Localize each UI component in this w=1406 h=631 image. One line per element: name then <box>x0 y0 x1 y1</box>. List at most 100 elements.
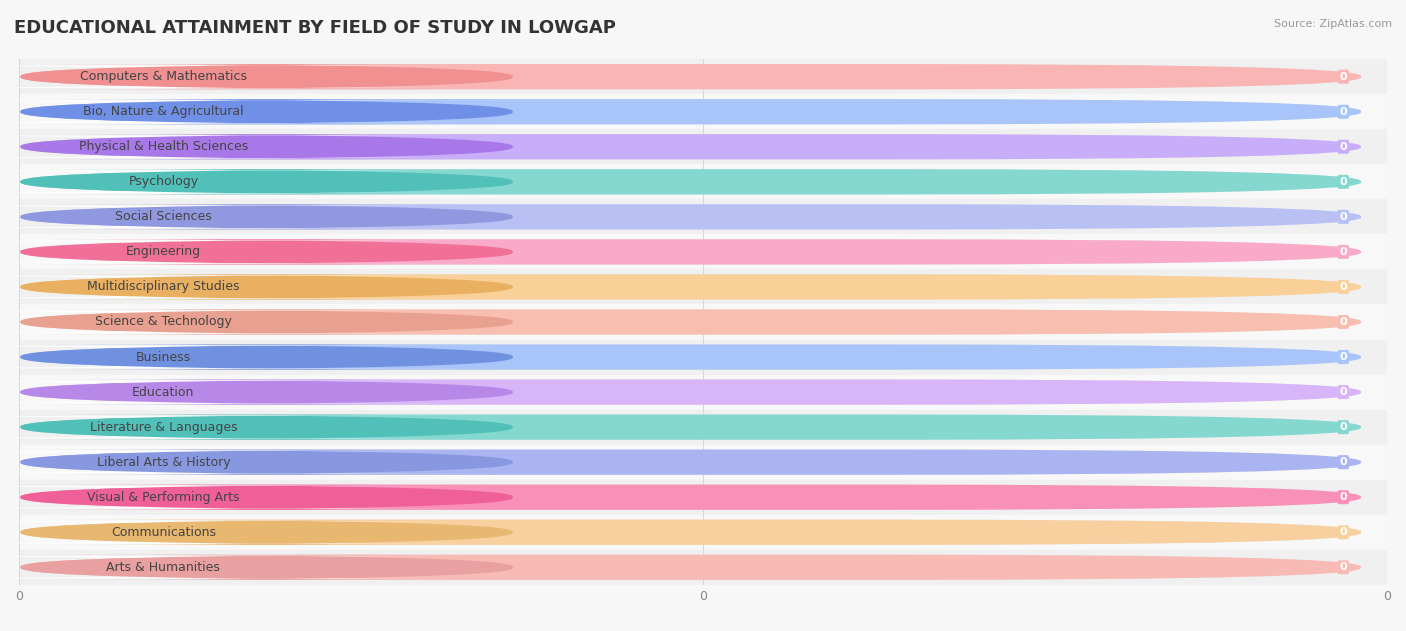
FancyBboxPatch shape <box>20 345 1361 370</box>
FancyBboxPatch shape <box>20 64 513 90</box>
Bar <box>20 515 1386 550</box>
Text: 0: 0 <box>1340 422 1347 432</box>
FancyBboxPatch shape <box>20 99 1361 124</box>
FancyBboxPatch shape <box>0 416 474 439</box>
FancyBboxPatch shape <box>20 379 513 404</box>
Text: Visual & Performing Arts: Visual & Performing Arts <box>87 491 239 504</box>
FancyBboxPatch shape <box>20 309 1361 334</box>
FancyBboxPatch shape <box>0 276 474 298</box>
Bar <box>20 339 1386 375</box>
FancyBboxPatch shape <box>0 486 474 509</box>
FancyBboxPatch shape <box>20 555 513 580</box>
Bar <box>20 59 1386 94</box>
FancyBboxPatch shape <box>20 274 1361 300</box>
FancyBboxPatch shape <box>20 449 1361 475</box>
Text: 0: 0 <box>1340 72 1347 81</box>
Text: 0: 0 <box>1340 282 1347 292</box>
Text: Business: Business <box>136 351 191 363</box>
FancyBboxPatch shape <box>20 345 513 370</box>
Text: 0: 0 <box>1340 387 1347 397</box>
Text: 0: 0 <box>1340 212 1347 222</box>
Bar <box>20 269 1386 305</box>
FancyBboxPatch shape <box>20 204 1361 230</box>
Text: 0: 0 <box>1340 142 1347 152</box>
FancyBboxPatch shape <box>20 99 513 124</box>
FancyBboxPatch shape <box>20 555 1361 580</box>
FancyBboxPatch shape <box>0 206 474 228</box>
FancyBboxPatch shape <box>20 449 513 475</box>
Text: 0: 0 <box>1340 457 1347 467</box>
Bar <box>20 129 1386 164</box>
Text: Engineering: Engineering <box>125 245 201 259</box>
FancyBboxPatch shape <box>0 451 474 473</box>
Bar <box>20 94 1386 129</box>
FancyBboxPatch shape <box>0 170 474 193</box>
FancyBboxPatch shape <box>20 134 513 160</box>
Text: Education: Education <box>132 386 194 399</box>
FancyBboxPatch shape <box>20 520 1361 545</box>
Text: 0: 0 <box>1340 107 1347 117</box>
FancyBboxPatch shape <box>20 485 1361 510</box>
FancyBboxPatch shape <box>20 555 1361 580</box>
Bar <box>20 375 1386 410</box>
FancyBboxPatch shape <box>20 415 1361 440</box>
FancyBboxPatch shape <box>20 309 513 334</box>
FancyBboxPatch shape <box>20 169 1361 194</box>
Bar <box>20 445 1386 480</box>
FancyBboxPatch shape <box>20 239 1361 264</box>
Bar <box>20 234 1386 269</box>
FancyBboxPatch shape <box>20 379 1361 404</box>
Text: 0: 0 <box>1340 352 1347 362</box>
FancyBboxPatch shape <box>0 66 474 88</box>
Text: Bio, Nature & Agricultural: Bio, Nature & Agricultural <box>83 105 243 118</box>
FancyBboxPatch shape <box>20 204 1361 230</box>
FancyBboxPatch shape <box>20 274 1361 300</box>
FancyBboxPatch shape <box>20 239 1361 264</box>
FancyBboxPatch shape <box>20 64 1361 90</box>
FancyBboxPatch shape <box>20 520 1361 545</box>
Bar <box>20 410 1386 445</box>
FancyBboxPatch shape <box>0 346 474 369</box>
Bar <box>20 199 1386 234</box>
FancyBboxPatch shape <box>20 274 513 300</box>
Text: EDUCATIONAL ATTAINMENT BY FIELD OF STUDY IN LOWGAP: EDUCATIONAL ATTAINMENT BY FIELD OF STUDY… <box>14 19 616 37</box>
FancyBboxPatch shape <box>0 240 474 263</box>
Bar <box>20 305 1386 339</box>
Text: Literature & Languages: Literature & Languages <box>90 421 238 433</box>
Text: 0: 0 <box>1340 317 1347 327</box>
Text: Multidisciplinary Studies: Multidisciplinary Studies <box>87 280 239 293</box>
Text: 0: 0 <box>1340 528 1347 537</box>
Text: 0: 0 <box>1340 247 1347 257</box>
Text: Computers & Mathematics: Computers & Mathematics <box>80 70 247 83</box>
FancyBboxPatch shape <box>20 520 513 545</box>
Text: Source: ZipAtlas.com: Source: ZipAtlas.com <box>1274 19 1392 29</box>
Bar <box>20 550 1386 585</box>
FancyBboxPatch shape <box>20 415 1361 440</box>
FancyBboxPatch shape <box>0 311 474 333</box>
Text: Social Sciences: Social Sciences <box>115 210 212 223</box>
FancyBboxPatch shape <box>0 136 474 158</box>
FancyBboxPatch shape <box>20 309 1361 334</box>
Text: 0: 0 <box>1340 177 1347 187</box>
Bar <box>20 480 1386 515</box>
Text: Physical & Health Sciences: Physical & Health Sciences <box>79 140 247 153</box>
FancyBboxPatch shape <box>20 345 1361 370</box>
FancyBboxPatch shape <box>20 485 1361 510</box>
FancyBboxPatch shape <box>20 169 1361 194</box>
Text: Arts & Humanities: Arts & Humanities <box>107 561 221 574</box>
FancyBboxPatch shape <box>20 134 1361 160</box>
FancyBboxPatch shape <box>20 415 513 440</box>
Text: 0: 0 <box>1340 562 1347 572</box>
Text: Science & Technology: Science & Technology <box>94 316 232 329</box>
FancyBboxPatch shape <box>20 99 1361 124</box>
FancyBboxPatch shape <box>20 204 513 230</box>
FancyBboxPatch shape <box>20 239 513 264</box>
Bar <box>20 164 1386 199</box>
Text: Communications: Communications <box>111 526 217 539</box>
FancyBboxPatch shape <box>0 556 474 579</box>
FancyBboxPatch shape <box>20 379 1361 404</box>
FancyBboxPatch shape <box>20 169 513 194</box>
FancyBboxPatch shape <box>20 485 513 510</box>
FancyBboxPatch shape <box>0 381 474 403</box>
FancyBboxPatch shape <box>20 64 1361 90</box>
